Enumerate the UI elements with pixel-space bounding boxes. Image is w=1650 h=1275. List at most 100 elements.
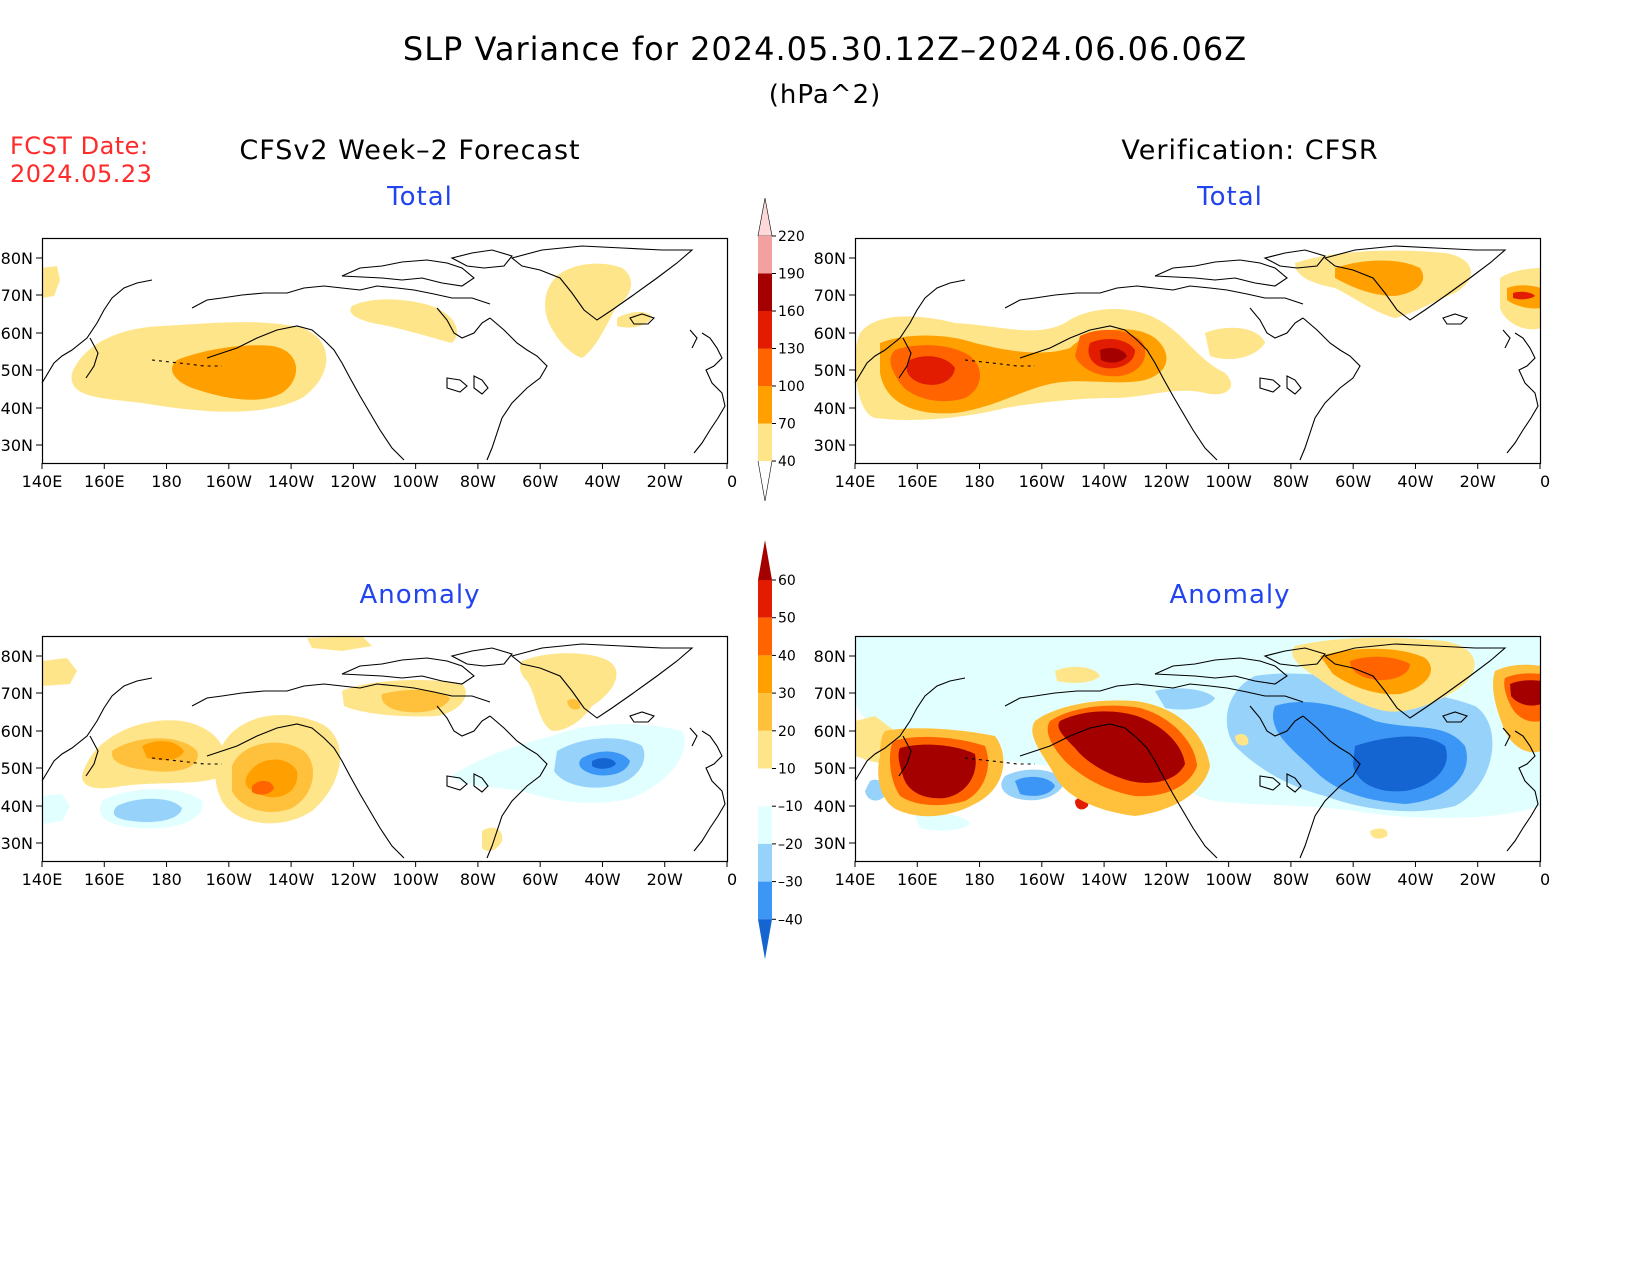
colorbar-total-box [758, 273, 772, 311]
colorbar-anomaly: 60 50 40 30 20 10 –10 –20 –30 –40 [755, 540, 815, 974]
lat-tick-label: 80N [1, 249, 33, 268]
verif-anomaly-title: Anomaly [1169, 580, 1291, 610]
fcst-total-title: Total [387, 182, 453, 212]
colorbar-total: 220 190 160 130 100 70 40 [755, 197, 815, 512]
colorbar-total-box [758, 236, 772, 274]
lat-tick-label: 60N [1, 722, 33, 741]
colorbar-anomaly-label: 40 [778, 648, 796, 664]
lon-tick-label: 160E [897, 870, 938, 889]
lat-tick-label: 40N [1, 399, 33, 418]
colorbar-total-label: 160 [778, 304, 805, 320]
lon-tick-label: 100W [1205, 870, 1252, 889]
lat-tick-label: 40N [814, 399, 846, 418]
lon-tick-label: 20W [647, 472, 683, 491]
colorbar-anomaly-label: –40 [778, 912, 803, 928]
lon-tick-label: 120W [1143, 870, 1190, 889]
colorbar-anomaly-label: 10 [778, 762, 796, 778]
lon-tick-label: 40W [1397, 472, 1433, 491]
colorbar-anomaly-box [758, 843, 772, 882]
map-panel-verif-anomaly [854, 635, 1542, 866]
colorbar-anomaly-label: 30 [778, 686, 796, 702]
lon-tick-label: 140W [268, 472, 315, 491]
lat-tick-label: 30N [814, 834, 846, 853]
colorbar-total-box [758, 423, 772, 461]
lon-tick-label: 80W [460, 472, 496, 491]
colorbar-total-label: 220 [778, 229, 805, 245]
map-panel-fcst-anomaly [41, 635, 729, 866]
lat-tick-label: 40N [1, 797, 33, 816]
lon-tick-label: 20W [1460, 870, 1496, 889]
colorbar-total-label: 190 [778, 267, 805, 283]
lon-tick-label: 0 [727, 472, 737, 491]
lon-tick-label: 120W [1143, 472, 1190, 491]
lon-tick-label: 80W [1273, 870, 1309, 889]
map-panel-fcst-total [41, 237, 729, 468]
panel-axes-0: 80N 70N 60N 50N 40N 30N 140E 160E 180 160W 140W 120… [1, 249, 738, 491]
lon-tick-label: 140E [835, 472, 876, 491]
lat-tick-label: 60N [1, 324, 33, 343]
colorbar-anomaly-label: –20 [778, 837, 803, 853]
lon-tick-label: 40W [584, 472, 620, 491]
fcst-date-label: FCST Date: [10, 132, 149, 160]
fcst-anomaly-title: Anomaly [359, 580, 481, 610]
colorbar-total-label: 130 [778, 342, 805, 358]
lon-tick-label: 140E [22, 472, 63, 491]
lat-tick-label: 70N [1, 286, 33, 305]
lat-tick-label: 80N [814, 249, 846, 268]
lat-tick-label: 60N [814, 324, 846, 343]
lon-tick-label: 140E [22, 870, 63, 889]
colorbar-anomaly-box [758, 655, 772, 694]
lon-tick-label: 60W [522, 870, 558, 889]
lon-tick-label: 100W [392, 870, 439, 889]
lon-tick-label: 0 [1540, 472, 1550, 491]
colorbar-total-box [758, 348, 772, 386]
panel-axes-2: 80N 70N 60N 50N 40N 30N 140E 160E 180 160W 140W 120… [1, 647, 738, 889]
lon-tick-label: 60W [1335, 472, 1371, 491]
lat-tick-label: 40N [814, 797, 846, 816]
colorbar-anomaly-box [758, 617, 772, 656]
lat-tick-label: 30N [1, 436, 33, 455]
lon-tick-label: 100W [392, 472, 439, 491]
lon-tick-label: 120W [330, 472, 377, 491]
fcst-date-value: 2024.05.23 [10, 160, 153, 188]
colorbar-anomaly-top-arrow [758, 540, 772, 580]
lon-tick-label: 120W [330, 870, 377, 889]
right-column-title: Verification: CFSR [1121, 135, 1379, 166]
lat-tick-label: 70N [1, 684, 33, 703]
lon-tick-label: 140W [1081, 870, 1128, 889]
lat-tick-label: 30N [814, 436, 846, 455]
colorbar-anomaly-box [758, 881, 772, 920]
colorbar-total-bottom-arrow [757, 460, 773, 502]
lon-tick-label: 180 [964, 472, 995, 491]
lon-tick-label: 0 [1540, 870, 1550, 889]
lat-tick-label: 30N [1, 834, 33, 853]
lat-tick-label: 70N [814, 684, 846, 703]
lon-tick-label: 60W [1335, 870, 1371, 889]
colorbar-total-box [758, 311, 772, 349]
lat-tick-label: 50N [1, 361, 33, 380]
lon-tick-label: 160W [1019, 870, 1066, 889]
lat-tick-label: 50N [814, 361, 846, 380]
lon-tick-label: 20W [1460, 472, 1496, 491]
lon-tick-label: 160E [84, 472, 125, 491]
lon-tick-label: 100W [1205, 472, 1252, 491]
lon-tick-label: 20W [647, 870, 683, 889]
colorbar-anomaly-label: 50 [778, 611, 796, 627]
left-column-title: CFSv2 Week–2 Forecast [239, 135, 581, 166]
lon-tick-label: 140W [268, 870, 315, 889]
colorbar-anomaly-box [758, 768, 772, 807]
lon-tick-label: 160W [1019, 472, 1066, 491]
lon-tick-label: 180 [964, 870, 995, 889]
lon-tick-label: 140W [1081, 472, 1128, 491]
colorbar-total-box [758, 386, 772, 424]
units-label: (hPa^2) [768, 80, 882, 110]
lon-tick-label: 160W [206, 472, 253, 491]
lon-tick-label: 140E [835, 870, 876, 889]
colorbar-total-label: 100 [778, 379, 805, 395]
lon-tick-label: 40W [1397, 870, 1433, 889]
lon-tick-label: 80W [1273, 472, 1309, 491]
lat-tick-label: 80N [1, 647, 33, 666]
colorbar-total-label: 70 [778, 417, 796, 433]
lon-tick-label: 60W [522, 472, 558, 491]
main-title: SLP Variance for 2024.05.30.12Z–2024.06.… [402, 30, 1248, 68]
